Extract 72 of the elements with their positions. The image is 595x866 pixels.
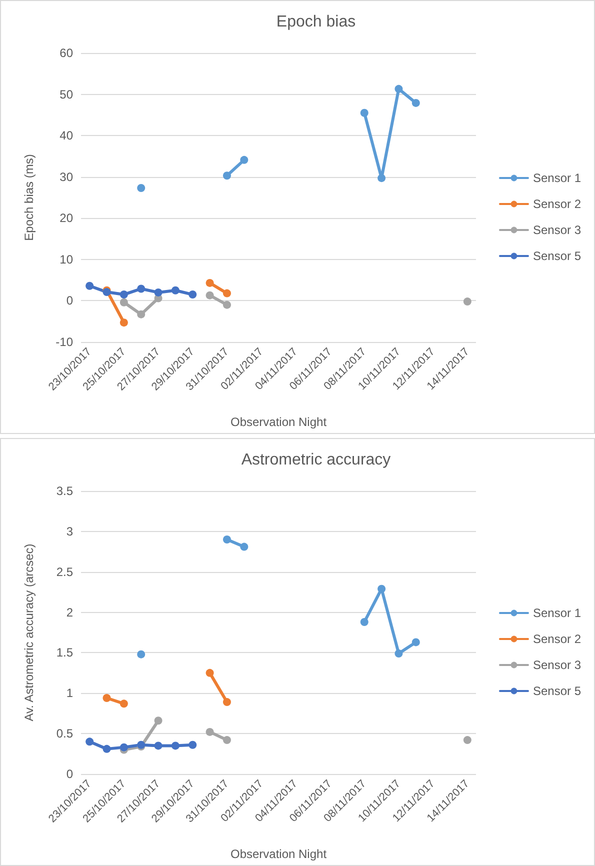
legend-label: Sensor 1 [532, 606, 582, 620]
point [154, 742, 162, 750]
y-tick-label: 2 [66, 605, 74, 620]
point [222, 300, 231, 309]
legend-label: Sensor 5 [532, 684, 582, 698]
point [86, 282, 94, 290]
y-axis-title: Av. Astrometric accuracy (arcsec) [22, 544, 36, 722]
y-tick-label: 3 [66, 524, 74, 538]
y-tick-label: 40 [60, 128, 74, 143]
point [86, 738, 94, 746]
y-tick-label: 0 [66, 294, 74, 308]
point [222, 289, 231, 298]
y-tick-label: 2.5 [56, 564, 74, 579]
point [120, 743, 128, 752]
point [463, 736, 472, 744]
point [222, 172, 231, 180]
point [120, 318, 128, 327]
point [394, 84, 403, 93]
y-axis-title: Epoch bias (ms) [22, 154, 36, 241]
point [206, 728, 214, 736]
point [378, 584, 386, 593]
point [360, 618, 368, 626]
point [120, 290, 128, 299]
point [137, 284, 146, 293]
point [463, 298, 472, 306]
point [222, 536, 231, 544]
point [154, 716, 162, 725]
y-tick-label: 60 [60, 46, 74, 60]
y-tick-label: 50 [60, 87, 74, 102]
legend-label: Sensor 1 [532, 171, 582, 185]
point [102, 744, 111, 753]
point [394, 650, 403, 658]
point [412, 638, 420, 646]
point [137, 184, 146, 192]
point [137, 650, 146, 658]
legend-label: Sensor 2 [532, 632, 582, 646]
y-tick-label: 1.5 [56, 646, 74, 660]
legend-label: Sensor 5 [532, 249, 582, 263]
point [222, 698, 231, 706]
y-tick-label: 30 [60, 170, 74, 184]
point [206, 278, 214, 287]
y-tick-label: -10 [56, 335, 74, 349]
point [171, 742, 180, 750]
point [240, 156, 248, 164]
point [171, 286, 180, 294]
point [412, 98, 420, 107]
point [120, 298, 128, 306]
y-tick-label: 0.5 [56, 726, 74, 741]
chart-title: Astrometric accuracy [241, 452, 391, 468]
legend-label: Sensor 3 [532, 658, 582, 672]
point [188, 740, 197, 749]
y-tick-label: 3.5 [56, 484, 74, 498]
chart-title: Epoch bias [276, 14, 356, 30]
x-axis-title: Observation Night [230, 415, 328, 429]
point [378, 174, 386, 182]
point [222, 736, 231, 744]
y-tick-label: 1 [66, 686, 74, 700]
legend-label: Sensor 2 [532, 197, 582, 211]
point [206, 668, 214, 677]
legend-label: Sensor 3 [532, 223, 582, 237]
x-axis-title: Observation Night [230, 847, 328, 861]
point [102, 694, 111, 702]
y-tick-label: 20 [60, 211, 74, 226]
y-tick-label: 10 [60, 252, 74, 266]
point [240, 542, 248, 551]
point [137, 310, 146, 318]
y-tick-label: 0 [66, 767, 74, 781]
point [206, 291, 214, 300]
point [188, 290, 197, 299]
point [120, 700, 128, 708]
point [360, 108, 368, 117]
point [154, 288, 162, 296]
